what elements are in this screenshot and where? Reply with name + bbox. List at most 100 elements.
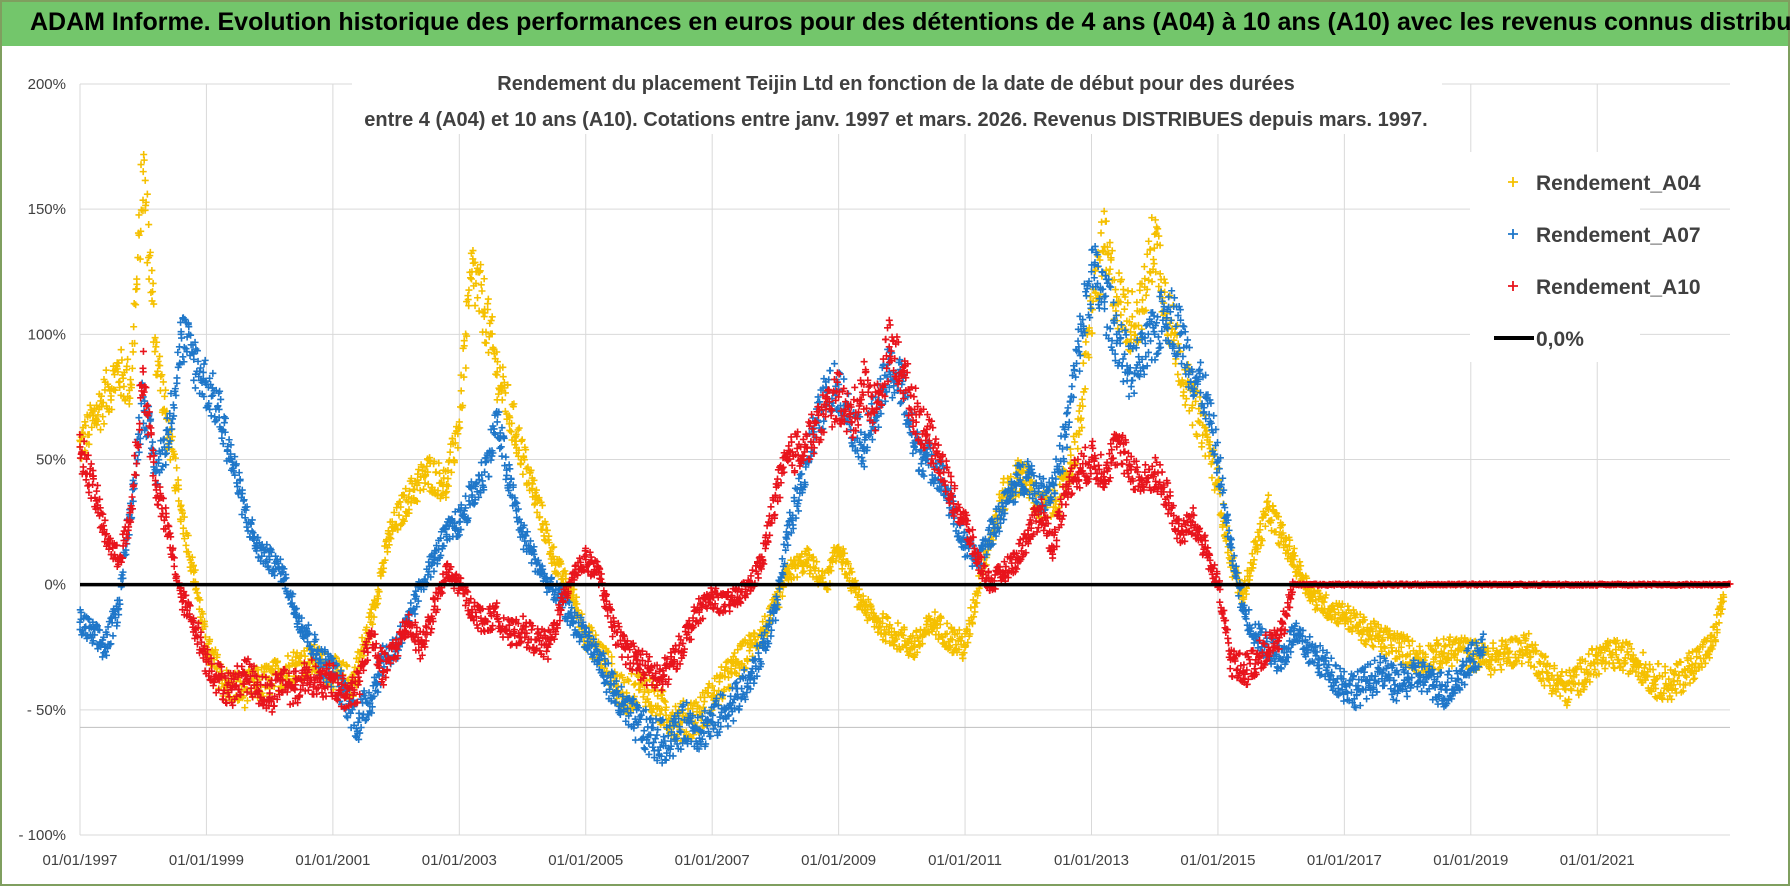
x-tick-label: 01/01/2009 — [801, 852, 876, 869]
data-point — [603, 647, 611, 655]
data-point — [94, 417, 102, 425]
data-point — [1588, 646, 1596, 654]
data-point — [729, 717, 737, 725]
data-point — [82, 422, 90, 430]
data-point — [413, 497, 421, 505]
data-point — [1071, 438, 1079, 446]
x-tick-label: 01/01/1997 — [42, 852, 117, 869]
data-point — [1074, 337, 1082, 345]
data-point — [184, 531, 192, 539]
data-point — [99, 399, 107, 407]
x-tick-label: 01/01/2013 — [1054, 852, 1129, 869]
data-point — [390, 508, 398, 516]
data-point — [1150, 260, 1158, 268]
data-point — [432, 468, 440, 476]
data-point — [724, 657, 732, 665]
data-point — [1264, 497, 1272, 505]
data-point — [498, 396, 506, 404]
data-point — [1441, 642, 1449, 650]
data-point — [1701, 659, 1709, 667]
data-point — [669, 752, 677, 760]
data-point — [639, 693, 647, 701]
data-point — [1119, 355, 1127, 363]
data-point — [1124, 287, 1132, 295]
data-point — [533, 508, 541, 516]
data-point — [466, 274, 474, 282]
data-point — [549, 552, 557, 560]
data-point — [190, 376, 198, 384]
data-point — [387, 535, 395, 543]
data-point — [660, 697, 668, 705]
data-point — [173, 464, 181, 472]
x-tick-label: 01/01/2007 — [675, 852, 750, 869]
data-point — [501, 389, 509, 397]
data-point — [149, 288, 157, 296]
data-point — [1079, 359, 1087, 367]
data-point — [738, 660, 746, 668]
data-point — [148, 266, 156, 274]
data-point — [522, 446, 530, 454]
data-point — [545, 532, 553, 540]
data-point — [176, 359, 184, 367]
data-point — [487, 317, 495, 325]
data-point — [149, 438, 157, 446]
data-point — [592, 631, 600, 639]
data-point — [385, 541, 393, 549]
data-point — [522, 465, 530, 473]
data-point — [462, 492, 470, 500]
data-point — [656, 710, 664, 718]
data-point — [485, 349, 493, 357]
data-point — [196, 596, 204, 604]
data-point — [159, 406, 167, 414]
data-point — [358, 634, 366, 642]
data-point — [722, 663, 730, 671]
data-point — [1117, 321, 1125, 329]
data-point — [366, 609, 374, 617]
data-point — [1075, 407, 1083, 415]
data-point — [477, 281, 485, 289]
data-point — [85, 430, 93, 438]
data-point — [420, 485, 428, 493]
data-point — [156, 362, 164, 370]
data-point — [518, 436, 526, 444]
data-point — [1119, 286, 1127, 294]
data-point — [209, 369, 217, 377]
data-point — [131, 339, 139, 347]
data-point — [380, 564, 388, 572]
data-point — [672, 702, 680, 710]
data-point — [175, 485, 183, 493]
data-point — [97, 392, 105, 400]
data-point — [477, 261, 485, 269]
data-point — [524, 463, 532, 471]
data-point — [343, 662, 351, 670]
data-point — [416, 486, 424, 494]
data-point — [497, 443, 505, 451]
data-point — [645, 688, 653, 696]
data-point — [126, 394, 134, 402]
data-point — [748, 640, 756, 648]
data-point — [102, 366, 110, 374]
data-point — [123, 366, 131, 374]
data-point — [474, 294, 482, 302]
data-point — [135, 414, 143, 422]
data-point — [406, 487, 414, 495]
data-point — [191, 566, 199, 574]
data-point — [473, 488, 481, 496]
x-tick-label: 01/01/2021 — [1560, 852, 1635, 869]
data-point — [493, 418, 501, 426]
data-point — [515, 446, 523, 454]
data-point — [1585, 650, 1593, 658]
data-point — [692, 698, 700, 706]
data-point — [173, 379, 181, 387]
data-point — [221, 414, 229, 422]
data-point — [99, 413, 107, 421]
data-point — [394, 526, 402, 534]
data-point — [1145, 237, 1153, 245]
data-point — [97, 426, 105, 434]
data-point — [434, 487, 442, 495]
data-point — [124, 355, 132, 363]
data-point — [1194, 417, 1202, 425]
data-point — [128, 364, 136, 372]
data-point — [386, 534, 394, 542]
